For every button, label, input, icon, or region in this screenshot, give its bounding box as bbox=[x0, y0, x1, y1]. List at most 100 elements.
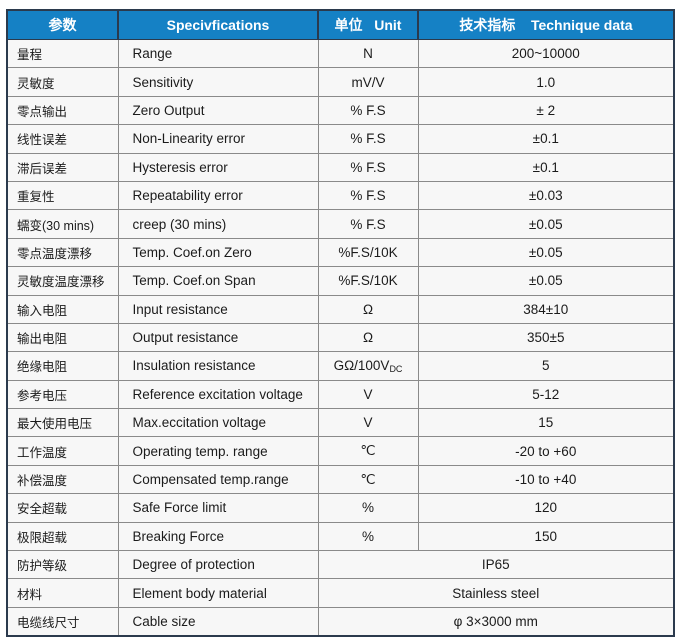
value-cell: 150 bbox=[417, 521, 675, 552]
table-row: 线性误差 Non-Linearity error % F.S ±0.1 bbox=[6, 124, 675, 154]
table-row: 重复性 Repeatability error % F.S ±0.03 bbox=[6, 180, 675, 211]
table-row: 灵敏度温度漂移 Temp. Coef.on Span %F.S/10K ±0.0… bbox=[6, 266, 675, 296]
table-row: 防护等级 Degree of protection IP65 bbox=[6, 550, 675, 580]
param-cell: 最大使用电压 bbox=[6, 408, 119, 438]
table-body: 量程 Range N 200~10000 灵敏度 Sensitivity mV/… bbox=[6, 38, 675, 637]
table-row: 蠕变(30 mins) creep (30 mins) % F.S ±0.05 bbox=[6, 209, 675, 239]
spec-cell: Sensitivity bbox=[117, 67, 319, 97]
value-cell: 120 bbox=[417, 493, 675, 523]
value-cell: 5-12 bbox=[417, 379, 675, 410]
param-cell: 电缆线尺寸 bbox=[6, 606, 119, 637]
specification-table: 参数 Specivfications 单位 Unit 技术指标 Techniqu… bbox=[6, 9, 675, 637]
param-cell: 量程 bbox=[6, 38, 119, 69]
col-header-unit: 单位 Unit bbox=[318, 10, 419, 40]
spec-cell: Input resistance bbox=[117, 294, 319, 324]
spec-cell: Degree of protection bbox=[117, 550, 319, 580]
table-row: 量程 Range N 200~10000 bbox=[6, 38, 675, 69]
value-cell: ±0.1 bbox=[417, 124, 675, 154]
spec-cell: Repeatability error bbox=[117, 180, 319, 211]
unit-cell: V bbox=[317, 408, 419, 438]
unit-cell: % F.S bbox=[317, 209, 419, 239]
spec-cell: Breaking Force bbox=[117, 521, 319, 552]
table-row: 安全超载 Safe Force limit % 120 bbox=[6, 493, 675, 523]
spec-cell: Compensated temp.range bbox=[117, 464, 319, 495]
spec-cell: Reference excitation voltage bbox=[117, 379, 319, 410]
spec-cell: Non-Linearity error bbox=[117, 124, 319, 154]
spec-cell: Output resistance bbox=[117, 322, 319, 353]
value-cell: 1.0 bbox=[417, 67, 675, 97]
spec-cell: Hysteresis error bbox=[117, 152, 319, 182]
spec-cell: Operating temp. range bbox=[117, 436, 319, 466]
table-row: 最大使用电压 Max.eccitation voltage V 15 bbox=[6, 408, 675, 438]
table-row: 灵敏度 Sensitivity mV/V 1.0 bbox=[6, 67, 675, 97]
unit-cell: V bbox=[317, 379, 419, 410]
param-cell: 滞后误差 bbox=[6, 152, 119, 182]
spec-cell: Insulation resistance bbox=[117, 351, 319, 381]
value-cell: -10 to +40 bbox=[417, 464, 675, 495]
value-cell: ± 2 bbox=[417, 95, 675, 126]
value-cell: ±0.05 bbox=[417, 266, 675, 296]
table-row: 输出电阻 Output resistance Ω 350±5 bbox=[6, 322, 675, 353]
table-row: 工作温度 Operating temp. range ℃ -20 to +60 bbox=[6, 436, 675, 466]
spec-cell: Range bbox=[117, 38, 319, 69]
spec-cell: creep (30 mins) bbox=[117, 209, 319, 239]
table-row: 输入电阻 Input resistance Ω 384±10 bbox=[6, 294, 675, 324]
value-cell: ±0.1 bbox=[417, 152, 675, 182]
unit-cell: ℃ bbox=[317, 436, 419, 466]
col-header-param: 参数 bbox=[7, 10, 119, 40]
param-cell: 防护等级 bbox=[6, 550, 119, 580]
header-row: 参数 Specivfications 单位 Unit 技术指标 Techniqu… bbox=[7, 10, 674, 40]
table-row: 参考电压 Reference excitation voltage V 5-12 bbox=[6, 379, 675, 410]
table-header: 参数 Specivfications 单位 Unit 技术指标 Techniqu… bbox=[7, 10, 674, 40]
value-cell: 200~10000 bbox=[417, 38, 675, 69]
spec-cell: Temp. Coef.on Span bbox=[117, 266, 319, 296]
value-cell: ±0.05 bbox=[417, 209, 675, 239]
unit-cell: mV/V bbox=[317, 67, 419, 97]
value-cell: 384±10 bbox=[417, 294, 675, 324]
unit-cell: N bbox=[317, 38, 419, 69]
unit-cell: Ω bbox=[317, 322, 419, 353]
spec-cell: Element body material bbox=[117, 578, 319, 608]
value-cell: -20 to +60 bbox=[417, 436, 675, 466]
param-cell: 线性误差 bbox=[6, 124, 119, 154]
unit-cell: Ω bbox=[317, 294, 419, 324]
value-cell: φ 3×3000 mm bbox=[317, 606, 675, 637]
value-cell: 350±5 bbox=[417, 322, 675, 353]
table-row: 极限超载 Breaking Force % 150 bbox=[6, 521, 675, 552]
param-cell: 灵敏度温度漂移 bbox=[6, 266, 119, 296]
value-cell: 5 bbox=[417, 351, 675, 381]
param-cell: 工作温度 bbox=[6, 436, 119, 466]
spec-cell: Max.eccitation voltage bbox=[117, 408, 319, 438]
spec-cell: Cable size bbox=[117, 606, 319, 637]
table-row: 绝缘电阻 Insulation resistance GΩ/100VDC 5 bbox=[6, 351, 675, 381]
param-cell: 绝缘电阻 bbox=[6, 351, 119, 381]
param-cell: 极限超载 bbox=[6, 521, 119, 552]
value-cell: IP65 bbox=[317, 550, 675, 580]
unit-cell: % F.S bbox=[317, 124, 419, 154]
param-cell: 蠕变(30 mins) bbox=[6, 209, 119, 239]
param-cell: 补偿温度 bbox=[6, 464, 119, 495]
table-row: 材料 Element body material Stainless steel bbox=[6, 578, 675, 608]
unit-cell: %F.S/10K bbox=[317, 266, 419, 296]
param-cell: 安全超载 bbox=[6, 493, 119, 523]
table-row: 电缆线尺寸 Cable size φ 3×3000 mm bbox=[6, 606, 675, 637]
unit-cell: ℃ bbox=[317, 464, 419, 495]
param-cell: 输入电阻 bbox=[6, 294, 119, 324]
value-cell: ±0.03 bbox=[417, 180, 675, 211]
table-row: 补偿温度 Compensated temp.range ℃ -10 to +40 bbox=[6, 464, 675, 495]
param-cell: 重复性 bbox=[6, 180, 119, 211]
value-cell: 15 bbox=[417, 408, 675, 438]
table-row: 滞后误差 Hysteresis error % F.S ±0.1 bbox=[6, 152, 675, 182]
value-cell: ±0.05 bbox=[417, 237, 675, 268]
spec-cell: Safe Force limit bbox=[117, 493, 319, 523]
spec-cell: Zero Output bbox=[117, 95, 319, 126]
unit-cell: %F.S/10K bbox=[317, 237, 419, 268]
unit-cell: % bbox=[317, 493, 419, 523]
unit-cell: GΩ/100VDC bbox=[317, 351, 419, 381]
col-header-spec: Specivfications bbox=[118, 10, 319, 40]
param-cell: 零点输出 bbox=[6, 95, 119, 126]
param-cell: 输出电阻 bbox=[6, 322, 119, 353]
unit-cell: % F.S bbox=[317, 95, 419, 126]
param-cell: 参考电压 bbox=[6, 379, 119, 410]
table-row: 零点温度漂移 Temp. Coef.on Zero %F.S/10K ±0.05 bbox=[6, 237, 675, 268]
